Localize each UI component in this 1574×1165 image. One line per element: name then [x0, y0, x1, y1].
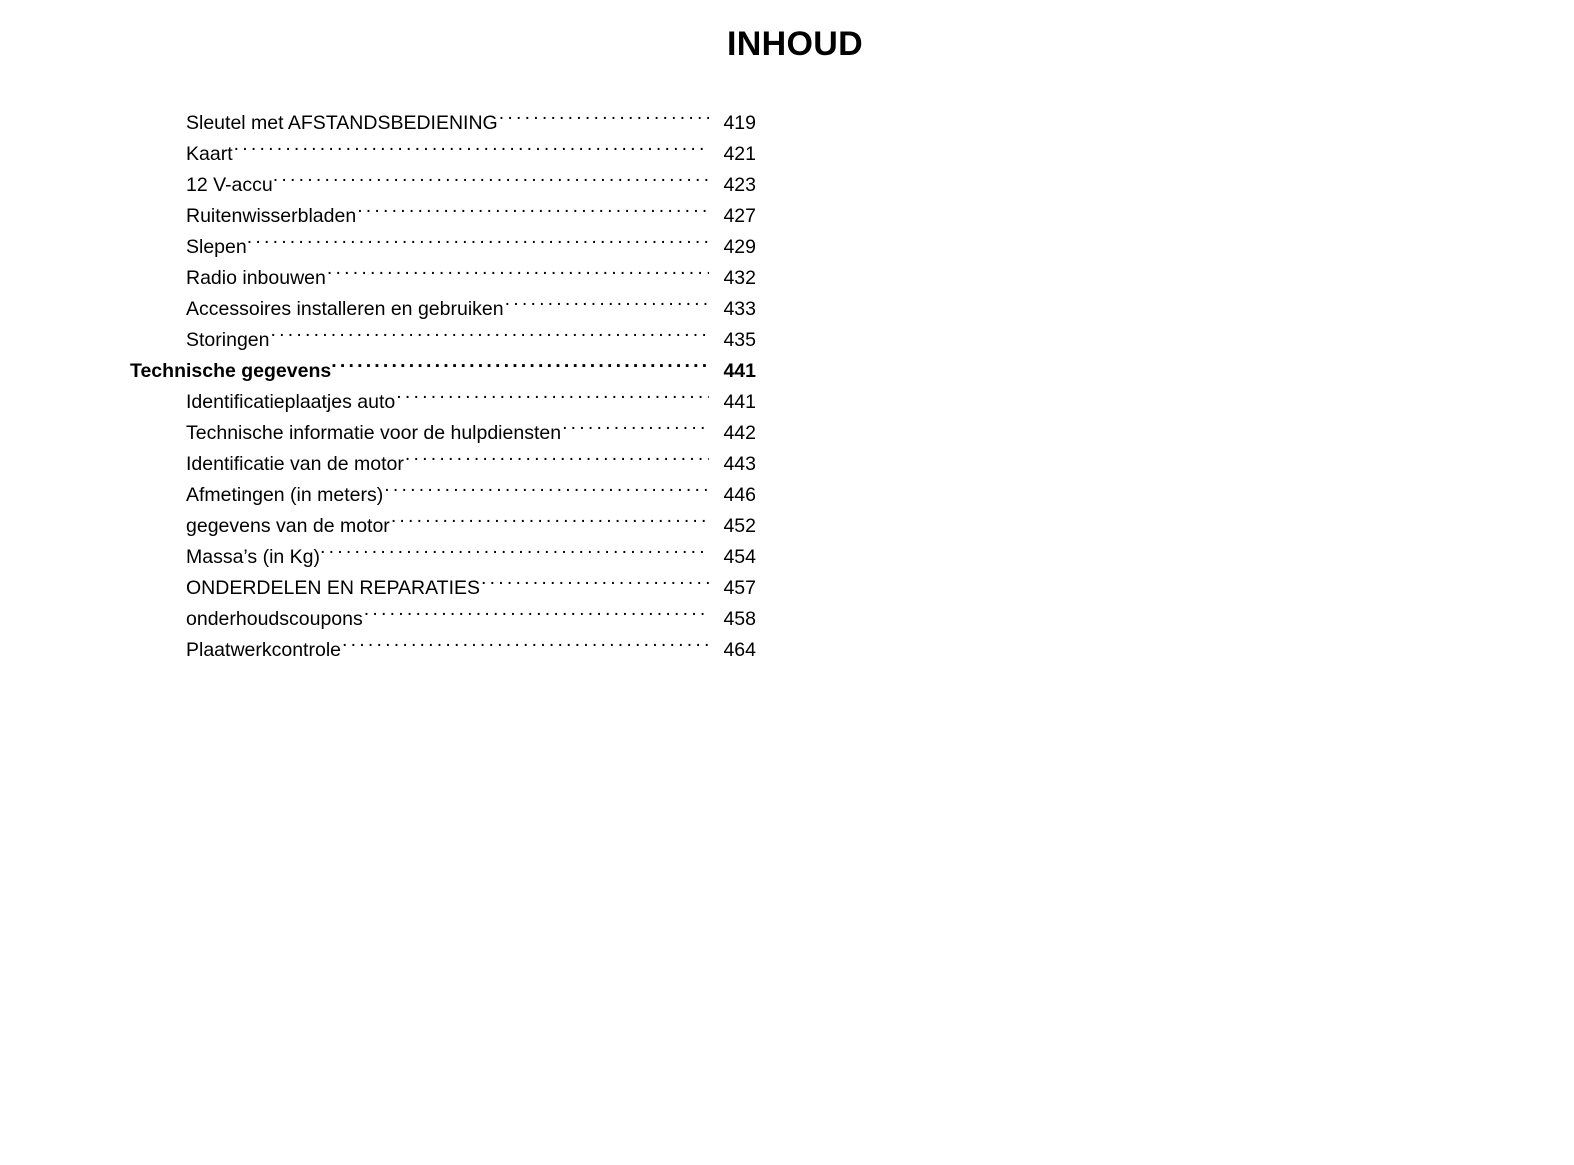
toc-entry-page-number: 442 — [723, 422, 756, 444]
toc-dot-leader — [499, 98, 709, 129]
toc-dot-leader — [270, 315, 709, 346]
toc-dot-leader — [505, 284, 709, 315]
toc-entry-page-number: 443 — [723, 453, 756, 475]
toc-entry-page-number: 435 — [723, 329, 756, 351]
toc-entry-label: Afmetingen (in meters) — [186, 484, 384, 506]
toc-entry-page-number: 432 — [723, 267, 756, 289]
toc-dot-leader — [327, 253, 709, 284]
toc-entry-label: Identificatie van de motor — [186, 453, 404, 475]
toc-dot-leader — [331, 346, 709, 377]
toc-dot-leader — [405, 439, 709, 470]
toc-entry-page-number: 441 — [723, 360, 756, 382]
toc-entry[interactable]: 12 V-accu 423 — [130, 160, 756, 196]
toc-entry-page-number: 423 — [723, 174, 756, 196]
toc-entry-label: Plaatwerkcontrole — [186, 639, 341, 661]
toc-entry-label: Kaart — [186, 143, 233, 165]
toc-dot-leader — [481, 563, 709, 594]
toc-entry-page-number: 458 — [723, 608, 756, 630]
toc-entry-page-number: 464 — [723, 639, 756, 661]
toc-dot-leader — [562, 408, 709, 439]
toc-entry[interactable]: Afmetingen (in meters) 446 — [130, 470, 756, 506]
toc-entry-page-number: 452 — [723, 515, 756, 537]
toc-entry[interactable]: Massa’s (in Kg) 454 — [130, 532, 756, 568]
toc-entry[interactable]: Identificatie van de motor 443 — [130, 439, 756, 475]
toc-entry-page-number: 457 — [723, 577, 756, 599]
toc-entry-label: Technische gegevens — [130, 360, 332, 382]
toc-entry-label: Identificatieplaatjes auto — [186, 391, 396, 413]
toc-entry-page-number: 433 — [723, 298, 756, 320]
toc-entry[interactable]: Kaart 421 — [130, 129, 756, 165]
toc-dot-leader — [247, 222, 709, 253]
toc-dot-leader — [342, 625, 709, 656]
table-of-contents: Sleutel met AFSTANDSBEDIENING419 Kaart 421… — [130, 98, 756, 661]
toc-entry-label: Slepen — [186, 236, 247, 258]
toc-entry-page-number: 441 — [723, 391, 756, 413]
toc-entry-page-number: 421 — [723, 143, 756, 165]
toc-entry[interactable]: Ruitenwisserbladen427 — [130, 191, 756, 227]
toc-entry-page-number: 427 — [723, 205, 756, 227]
toc-entry-page-number: 419 — [723, 112, 756, 134]
toc-dot-leader — [234, 129, 709, 160]
toc-entry-label: Massa’s (in Kg) — [186, 546, 321, 568]
toc-entry[interactable]: Plaatwerkcontrole 464 — [130, 625, 756, 661]
toc-entry-page-number: 429 — [723, 236, 756, 258]
toc-dot-leader — [364, 594, 709, 625]
toc-entry[interactable]: Slepen 429 — [130, 222, 756, 258]
toc-entry[interactable]: onderhoudscoupons 458 — [130, 594, 756, 630]
toc-dot-leader — [320, 532, 709, 563]
toc-dot-leader — [384, 470, 709, 501]
toc-dot-leader — [357, 191, 709, 222]
toc-entry-page-number: 454 — [723, 546, 756, 568]
toc-dot-leader — [273, 160, 709, 191]
toc-dot-leader — [391, 501, 709, 532]
toc-dot-leader — [396, 377, 709, 408]
toc-entry-page-number: 446 — [723, 484, 756, 506]
toc-entry-label: Storingen — [186, 329, 270, 351]
toc-entry[interactable]: Sleutel met AFSTANDSBEDIENING419 — [130, 98, 756, 134]
toc-entry[interactable]: Identificatieplaatjes auto 441 — [130, 377, 756, 413]
toc-entry[interactable]: Radio inbouwen 432 — [130, 253, 756, 289]
toc-entry-label: Radio inbouwen — [186, 267, 326, 289]
toc-entry-label: 12 V-accu — [186, 174, 273, 196]
toc-entry-label: onderhoudscoupons — [186, 608, 363, 630]
page-title: INHOUD — [727, 25, 863, 63]
toc-entry[interactable]: Storingen 435 — [130, 315, 756, 351]
toc-entry[interactable]: Technische gegevens 441 — [130, 346, 756, 382]
